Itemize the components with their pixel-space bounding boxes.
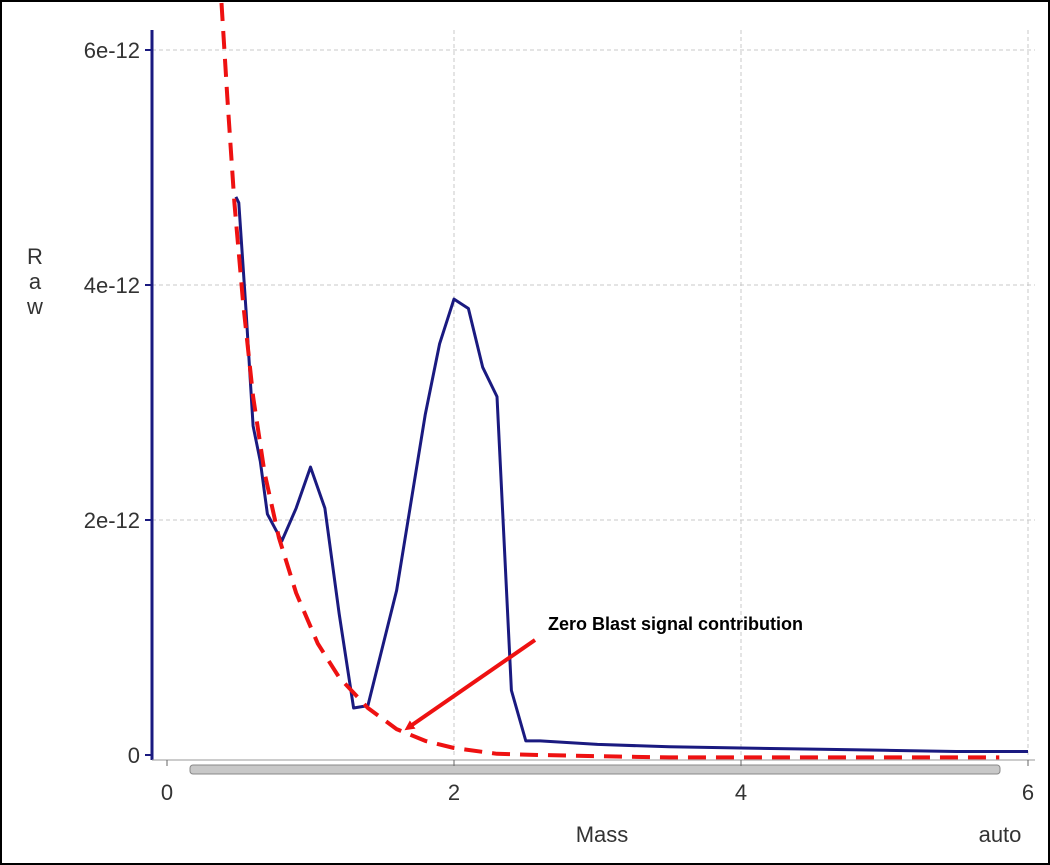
y-axis-title-char: R	[27, 244, 43, 269]
y-tick-label: 0	[128, 743, 140, 768]
fit-curve-dashed	[219, 2, 1000, 760]
y-axis-title-char: a	[29, 269, 42, 294]
y-tick-label: 4e-12	[84, 273, 140, 298]
y-tick-label: 2e-12	[84, 508, 140, 533]
y-tick-label: 6e-12	[84, 38, 140, 63]
annotation-text: Zero Blast signal contribution	[548, 614, 803, 634]
series-lines	[219, 2, 1028, 760]
x-tick-label: 6	[1022, 780, 1034, 805]
x-tick-label: 0	[161, 780, 173, 805]
x-tick-label: 4	[735, 780, 747, 805]
scale-mode-label[interactable]: auto	[979, 822, 1022, 847]
grid	[152, 30, 1035, 755]
annotation-arrow	[404, 638, 537, 731]
horizontal-scrollbar[interactable]	[189, 764, 1001, 775]
x-tick-label: 2	[448, 780, 460, 805]
raw-signal-line	[234, 196, 1028, 753]
tick-labels: 0 2 4 6 0 2e-12 4e-12 6e-12	[84, 38, 1034, 805]
x-axis-title: Mass	[576, 822, 629, 847]
y-axis-title-char: w	[26, 294, 43, 319]
